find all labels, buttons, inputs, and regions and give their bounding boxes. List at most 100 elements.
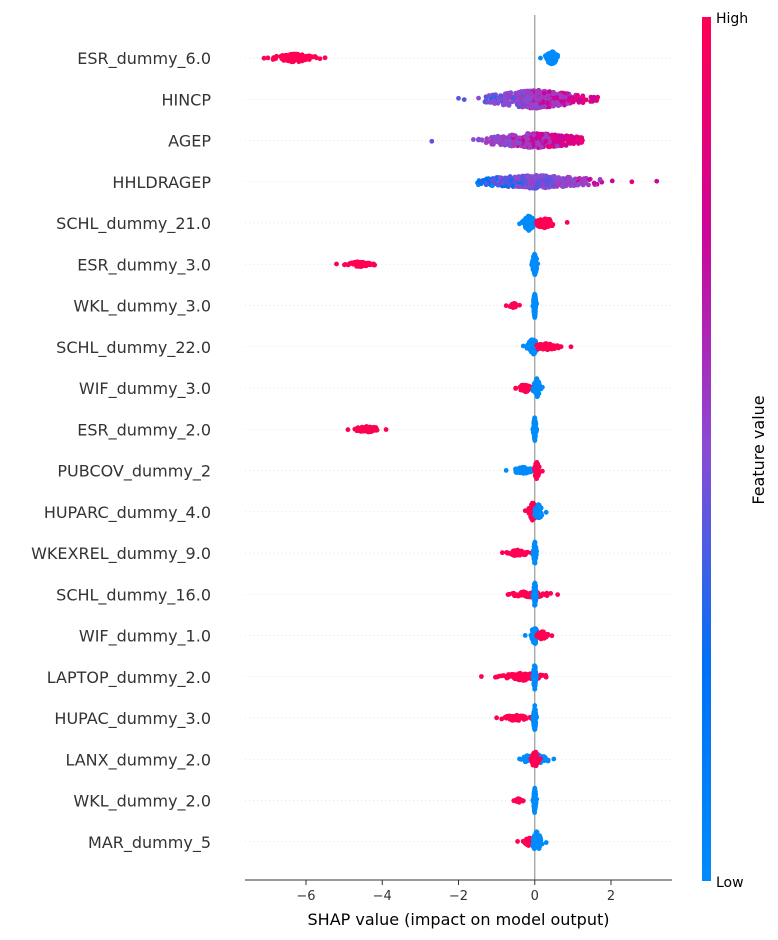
shap-point	[547, 223, 553, 229]
shap-point	[543, 674, 549, 680]
feature-labels: ESR_dummy_6.0 HINCP AGEP HHLDRAGEP SCHL_dumm…	[31, 49, 211, 853]
shap-point	[533, 462, 539, 468]
feature-label: SCHL_dummy_16.0	[56, 585, 211, 605]
shap-point	[554, 95, 560, 100]
shap-point	[456, 95, 461, 101]
shap-point	[535, 632, 541, 638]
shap-point	[484, 181, 490, 187]
shap-point	[531, 132, 537, 138]
feature-label: WIF_dummy_1.0	[79, 627, 211, 647]
shap-point	[591, 180, 597, 186]
shap-point	[609, 178, 615, 184]
shap-point	[537, 833, 542, 839]
shap-point	[529, 627, 535, 633]
shap-point	[533, 266, 538, 272]
shap-point	[575, 92, 580, 98]
x-tick-label: 0	[531, 889, 539, 904]
x-tick-label: −4	[373, 889, 392, 904]
shap-point	[503, 467, 509, 473]
shap-point	[527, 219, 533, 225]
shap-point	[509, 303, 515, 309]
shap-point	[499, 550, 505, 556]
shap-point	[543, 840, 549, 845]
feature-row-points	[522, 500, 549, 523]
shap-point	[532, 300, 538, 306]
shap-point	[525, 136, 531, 142]
shap-point	[586, 182, 591, 188]
shap-point	[354, 428, 360, 434]
shap-point	[517, 101, 522, 106]
shap-point	[532, 682, 538, 688]
shap-point	[532, 709, 538, 714]
shap-point	[529, 179, 535, 185]
shap-point	[499, 716, 505, 722]
shap-point	[491, 134, 497, 140]
shap-point	[532, 789, 538, 795]
shap-point	[537, 342, 543, 347]
shap-point	[483, 140, 489, 146]
shap-point	[478, 674, 484, 679]
shap-point	[586, 177, 592, 183]
shap-point	[513, 469, 519, 475]
feature-row-points	[478, 663, 549, 692]
shap-point	[580, 100, 586, 106]
shap-point	[298, 57, 304, 63]
shap-point	[538, 55, 543, 61]
shap-point	[536, 502, 542, 508]
shap-point	[538, 174, 544, 180]
shap-point	[536, 141, 542, 147]
feature-label: MAR_dummy_5	[88, 833, 211, 853]
feature-label: AGEP	[168, 132, 211, 151]
shap-point	[579, 138, 585, 144]
shap-point	[556, 180, 562, 186]
shap-point	[542, 224, 548, 229]
feature-label: HUPARC_dummy_4.0	[44, 503, 211, 523]
shap-point	[523, 758, 528, 764]
shap-point	[515, 839, 520, 844]
feature-row-points	[517, 749, 557, 769]
feature-row-points	[429, 131, 585, 150]
feature-row-points	[503, 291, 540, 320]
shap-point	[523, 142, 529, 148]
shap-point	[526, 843, 532, 848]
feature-row-points	[345, 415, 540, 443]
shap-point	[532, 703, 538, 708]
shap-point	[479, 137, 485, 143]
shap-point	[532, 549, 538, 555]
shap-point	[551, 756, 557, 762]
shap-point	[518, 387, 524, 393]
shap-point	[531, 751, 537, 757]
shap-point	[528, 506, 534, 512]
shap-point	[503, 303, 509, 309]
feature-label: LANX_dummy_2.0	[65, 750, 211, 770]
feature-label: ESR_dummy_6.0	[77, 49, 211, 69]
shap-point	[300, 54, 306, 59]
shap-point	[291, 52, 297, 58]
feature-label: WKEXREL_dummy_9.0	[31, 544, 211, 564]
shap-point	[283, 55, 289, 61]
shap-point	[537, 511, 543, 517]
shap-point	[512, 593, 517, 599]
feature-row-points	[334, 251, 541, 277]
shap-point	[309, 54, 315, 60]
shap-point	[545, 144, 551, 150]
shap-point	[512, 178, 518, 184]
shap-point	[515, 140, 520, 145]
shap-point	[533, 637, 538, 643]
shap-point	[371, 261, 377, 267]
shap-point	[543, 344, 548, 350]
feature-label: SCHL_dummy_22.0	[56, 338, 211, 358]
shap-point	[575, 182, 581, 188]
shap-point	[512, 676, 518, 682]
shap-point	[530, 676, 536, 682]
shap-point	[532, 509, 538, 514]
shap-point	[541, 633, 546, 638]
shap-point	[557, 133, 563, 139]
shap-point	[342, 262, 347, 268]
shap-point	[574, 135, 580, 140]
feature-row-points	[513, 376, 545, 400]
feature-row-points	[522, 626, 555, 646]
shap-point	[555, 100, 561, 106]
shap-point	[536, 181, 542, 187]
feature-label: PUBCOV_dummy_2	[57, 462, 211, 482]
